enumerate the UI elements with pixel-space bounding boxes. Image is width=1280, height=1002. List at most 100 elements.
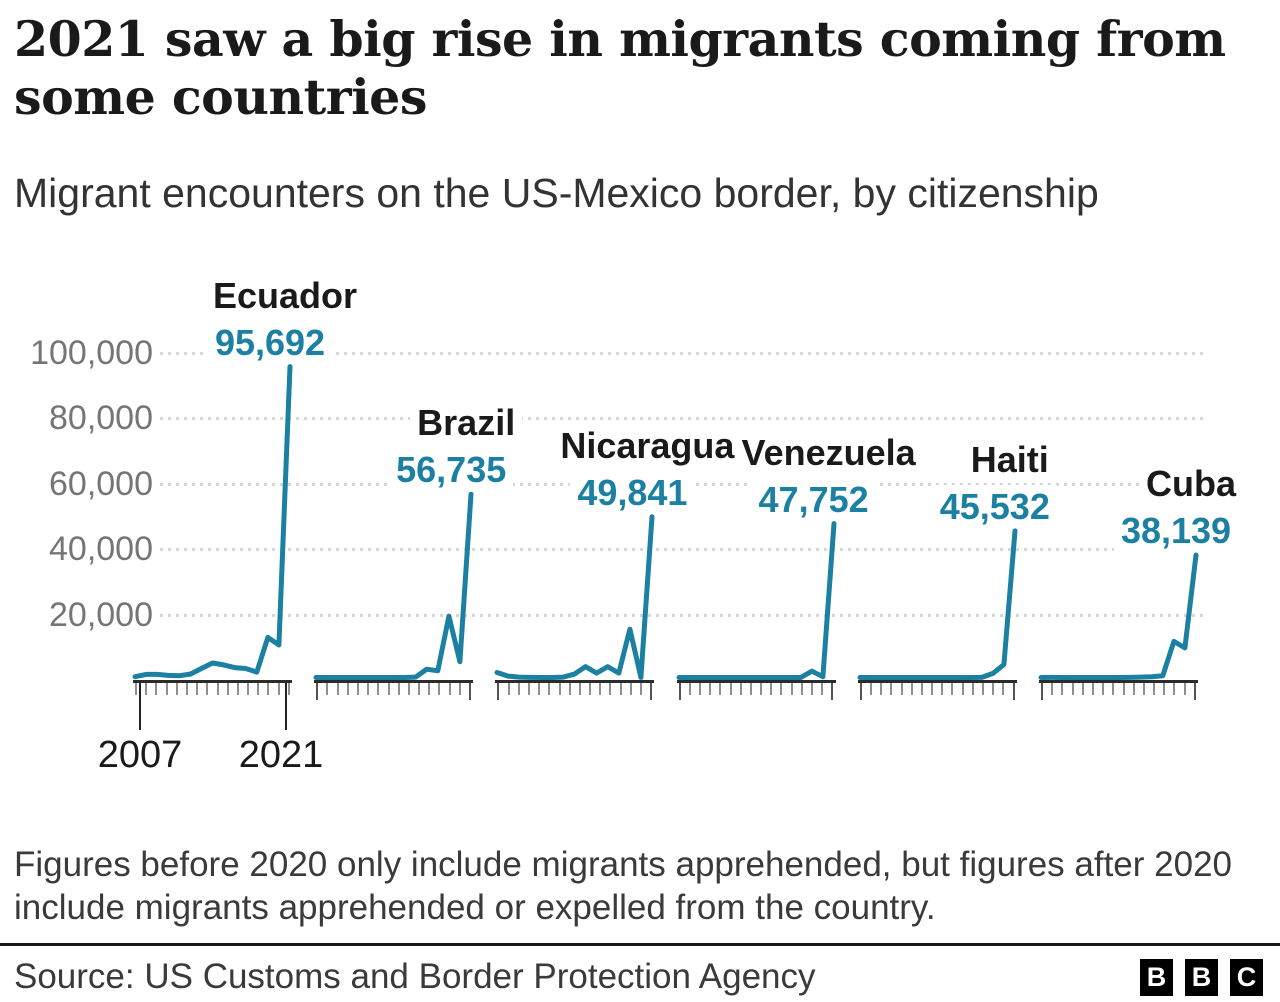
- axis-tick: [316, 683, 319, 700]
- x-axis-end-label: 2021: [238, 734, 324, 776]
- axis-tick: [1112, 683, 1115, 695]
- axis-tick: [1183, 683, 1186, 695]
- bbc-logo-letter: B: [1140, 959, 1173, 996]
- axis-tick: [1193, 683, 1196, 700]
- axis-tick: [1153, 683, 1156, 695]
- series-peak-value: 45,532: [932, 484, 1057, 529]
- axis-tick: [1102, 683, 1105, 695]
- page-title: 2021 saw a big rise in migrants coming f…: [14, 10, 1226, 126]
- axis-tick: [880, 683, 883, 695]
- axis-tick: [650, 683, 653, 700]
- axis-tick: [609, 683, 612, 695]
- x-axis: [314, 680, 474, 683]
- axis-tick: [859, 683, 862, 700]
- footnote: Figures before 2020 only include migrant…: [14, 845, 1233, 927]
- axis-callout-line: [139, 683, 141, 730]
- axis-tick: [1051, 683, 1054, 695]
- axis-tick: [397, 683, 400, 695]
- y-axis-label: 60,000: [49, 464, 153, 503]
- axis-tick: [1173, 683, 1176, 695]
- divider-line: [0, 943, 1280, 946]
- bbc-logo-letter: B: [1185, 959, 1218, 996]
- axis-tick: [548, 683, 551, 695]
- axis-tick: [428, 683, 431, 695]
- axis-tick: [698, 683, 701, 695]
- axis-tick: [367, 683, 370, 695]
- gridline: [160, 351, 1205, 355]
- series-peak-value: 56,735: [389, 448, 514, 493]
- axis-tick: [267, 683, 270, 695]
- axis-tick: [1061, 683, 1064, 695]
- axis-tick: [448, 683, 451, 695]
- series-peak-value: 95,692: [207, 320, 333, 365]
- axis-ticks: [1041, 683, 1196, 701]
- trend-line: [857, 528, 1018, 680]
- axis-tick: [165, 683, 168, 695]
- axis-tick: [387, 683, 390, 695]
- axis-tick: [688, 683, 691, 695]
- axis-tick: [1071, 683, 1074, 695]
- x-axis: [1039, 680, 1198, 683]
- axis-tick: [277, 683, 280, 695]
- axis-tick: [982, 683, 985, 695]
- gridline: [160, 417, 1205, 420]
- mini-chart-venezuela: [676, 350, 837, 750]
- axis-tick: [869, 683, 872, 695]
- axis-tick: [346, 683, 349, 695]
- mini-chart-cuba: [1038, 350, 1199, 750]
- mini-chart-brazil: [313, 350, 474, 750]
- series-label: Venezuela: [734, 430, 923, 475]
- x-axis: [676, 680, 836, 683]
- axis-tick: [831, 683, 834, 700]
- axis-tick: [961, 683, 964, 695]
- axis-tick: [1142, 683, 1145, 695]
- axis-tick: [407, 683, 410, 695]
- axis-tick: [729, 683, 732, 695]
- axis-tick: [1122, 683, 1125, 695]
- axis-tick: [1163, 683, 1166, 695]
- mini-chart-haiti: [857, 350, 1018, 750]
- axis-tick: [438, 683, 441, 695]
- axis-tick: [1081, 683, 1084, 695]
- axis-ticks: [135, 683, 290, 701]
- axis-tick: [145, 683, 148, 695]
- series-label: Cuba: [1139, 462, 1243, 507]
- axis-tick: [1012, 683, 1015, 700]
- axis-ticks: [678, 683, 834, 701]
- axis-tick: [920, 683, 923, 695]
- trend-line: [313, 491, 474, 680]
- axis-tick: [538, 683, 541, 695]
- series-label: Brazil: [410, 401, 523, 446]
- axis-tick: [821, 683, 824, 695]
- axis-tick: [599, 683, 602, 695]
- series-peak-value: 49,841: [570, 470, 695, 515]
- axis-tick: [629, 683, 632, 695]
- axis-ticks: [316, 683, 471, 701]
- axis-tick: [257, 683, 260, 695]
- axis-tick: [356, 683, 359, 695]
- axis-tick: [780, 683, 783, 695]
- mini-chart-ecuador: 2007 2021: [98, 350, 323, 776]
- axis-callout-line: [285, 683, 287, 730]
- y-axis-label: 100,000: [30, 333, 153, 372]
- axis-tick: [890, 683, 893, 695]
- x-axis: [133, 680, 292, 683]
- axis-tick: [992, 683, 995, 695]
- axis-tick: [739, 683, 742, 695]
- series-peak-value: 47,752: [751, 477, 876, 522]
- axis-tick: [469, 683, 471, 700]
- chart-subtitle: Migrant encounters on the US-Mexico bord…: [14, 170, 1099, 216]
- axis-tick: [247, 683, 250, 695]
- axis-tick: [507, 683, 510, 695]
- axis-tick: [941, 683, 944, 695]
- axis-tick: [226, 683, 229, 695]
- axis-tick: [640, 683, 643, 695]
- mini-chart-nicaragua: [494, 350, 655, 750]
- axis-tick: [1002, 683, 1005, 695]
- axis-tick: [517, 683, 520, 695]
- axis-tick: [709, 683, 712, 695]
- axis-tick: [418, 683, 421, 695]
